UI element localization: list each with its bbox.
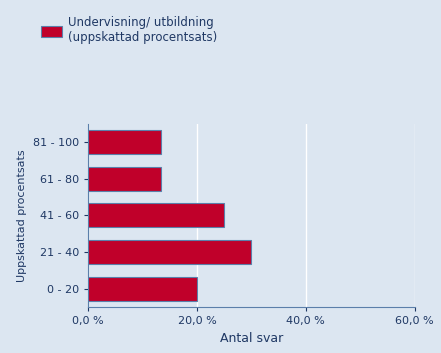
Bar (88, 203, 224, 227)
Bar (88, 277, 197, 301)
X-axis label: Antal svar: Antal svar (220, 332, 283, 345)
Bar (88, 167, 161, 191)
Y-axis label: Uppskattad procentsats: Uppskattad procentsats (18, 149, 27, 282)
Bar (88, 240, 251, 264)
Bar (88, 130, 161, 154)
Legend: Undervisning/ utbildning
(uppskattad procentsats): Undervisning/ utbildning (uppskattad pro… (41, 17, 217, 44)
